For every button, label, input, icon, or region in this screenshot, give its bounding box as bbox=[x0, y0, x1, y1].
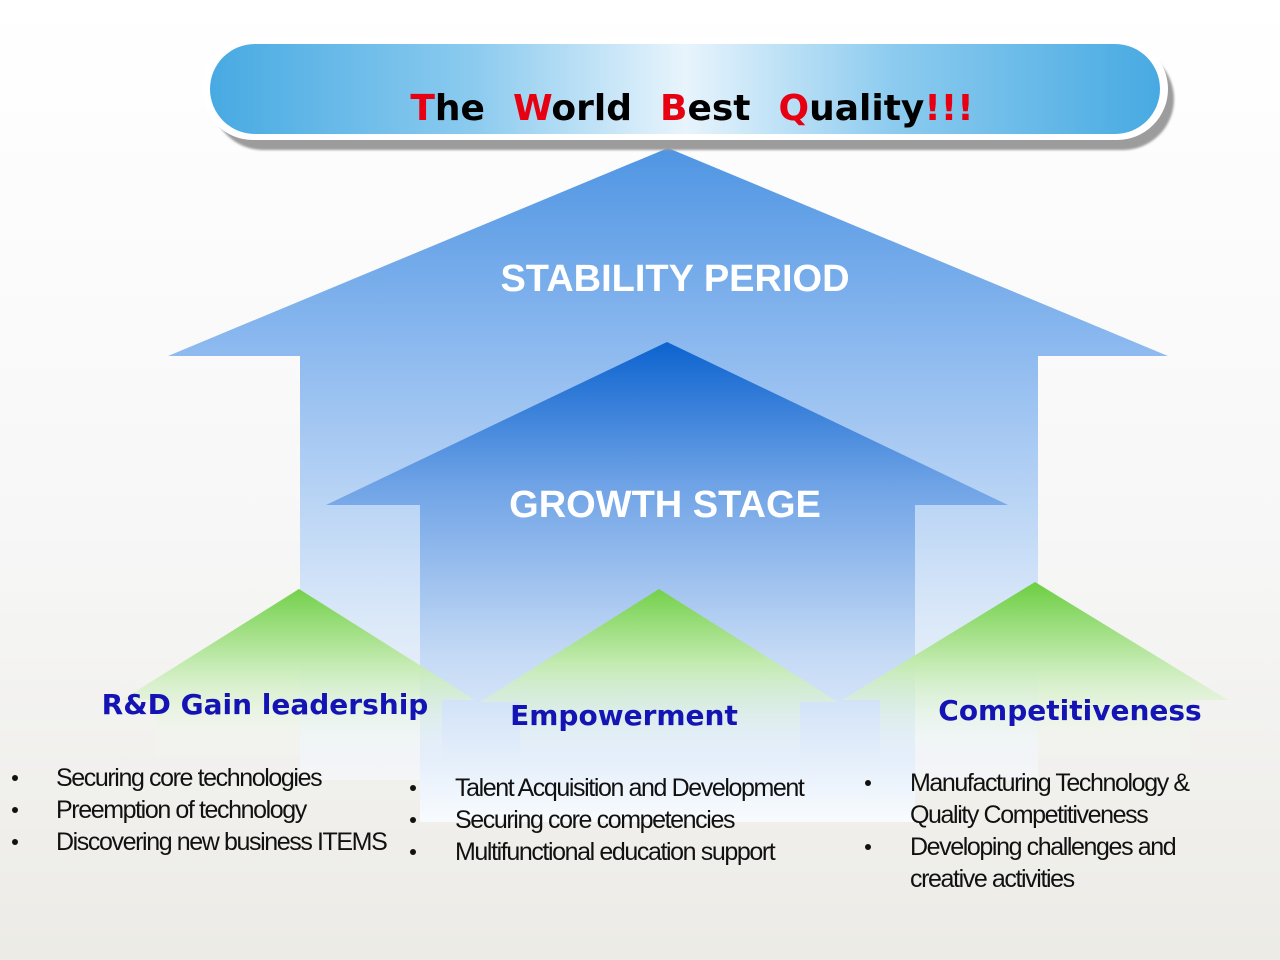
title-word: Quality!!! bbox=[778, 88, 974, 129]
growth-stage-label: GROWTH STAGE bbox=[509, 484, 821, 526]
list-item: Securing core technologies bbox=[12, 762, 396, 794]
pillar-heading-empowerment: Empowerment bbox=[510, 699, 738, 732]
green-arrow-right bbox=[842, 582, 1228, 770]
list-item: Developing challenges and bbox=[865, 831, 1250, 863]
title-word: The bbox=[410, 88, 485, 129]
competitiveness-bullet-list: Manufacturing Technology & Quality Compe… bbox=[865, 767, 1250, 895]
empowerment-bullet-list: Talent Acquisition and Development Secur… bbox=[410, 772, 845, 868]
list-item: Talent Acquisition and Development bbox=[410, 772, 845, 804]
list-item: Multifunctional education support bbox=[410, 836, 845, 868]
stability-period-label: STABILITY PERIOD bbox=[500, 258, 850, 300]
list-item-continuation: creative activities bbox=[910, 865, 1075, 893]
list-item-continuation: Quality Competitiveness bbox=[910, 801, 1149, 829]
green-arrow-center bbox=[480, 589, 838, 770]
pillar-heading-rnd: R&D Gain leadership bbox=[101, 688, 429, 721]
green-arrow-left bbox=[122, 589, 475, 760]
list-item: Discovering new business ITEMS bbox=[12, 826, 396, 858]
page-title: The World Best Quality!!! bbox=[210, 88, 1160, 129]
list-item: Preemption of technology bbox=[12, 794, 396, 826]
list-item: Manufacturing Technology & bbox=[865, 767, 1250, 799]
pillar-heading-competitiveness: Competitiveness bbox=[938, 694, 1202, 727]
rnd-bullet-list: Securing core technologies Preemption of… bbox=[12, 762, 396, 858]
list-item: Securing core competencies bbox=[410, 804, 845, 836]
title-word: World bbox=[512, 88, 632, 129]
title-word: Best bbox=[659, 88, 751, 129]
title-banner-fill bbox=[210, 44, 1160, 134]
